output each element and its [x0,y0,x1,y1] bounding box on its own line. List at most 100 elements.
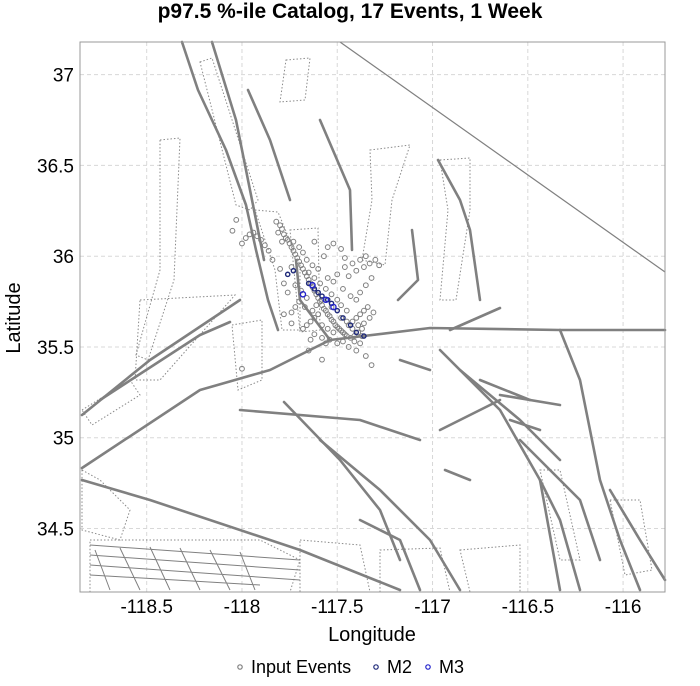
event-marker [300,249,306,256]
event-marker [326,336,333,343]
event-marker [357,311,364,318]
event-marker [311,331,318,338]
fault-trace [318,118,354,252]
event-marker [362,353,369,359]
legend-marker [237,664,243,670]
event-marker [338,315,344,321]
event-marker [330,329,337,336]
fault-map [80,40,667,593]
event-marker [368,362,375,369]
event-marker [322,285,329,292]
event-marker [353,267,360,274]
x-tick-label: -116.5 [502,597,554,618]
fault-trace [458,368,562,462]
fault-zone [539,469,581,561]
event-marker [368,275,375,281]
event-marker [343,318,350,325]
y-axis-ticks: 34.5 35 35.5 36 36.5 37 [37,66,74,541]
event-marker [353,315,360,321]
event-marker [261,242,268,249]
fault-trace [608,488,667,582]
y-tick-label: 36.5 [37,156,74,177]
event-marker [309,262,316,269]
event-marker [307,318,314,325]
fault-zone [81,469,131,541]
event-marker [361,320,367,327]
event-marker [347,293,354,300]
event-marker [355,322,362,329]
event-marker [319,296,325,303]
event-marker [303,295,310,301]
event-marker [265,247,272,254]
event-marker [288,320,295,327]
event-marker [315,265,322,272]
legend-label: Input Events [251,657,351,677]
x-tick-label: -118 [224,597,261,618]
fault-trace [618,538,642,592]
fault-trace [478,378,532,402]
event-marker [347,322,354,328]
event-marker [284,289,291,296]
event-marker [229,227,236,234]
event-marker [296,298,303,305]
event-marker [280,311,287,318]
event-marker [239,365,245,372]
legend: Input Events M2 M3 [237,657,464,677]
event-marker [334,296,341,303]
fault-zone [81,379,141,426]
legend-marker [425,664,431,670]
boundary-line [339,41,666,273]
event-marker [254,233,261,240]
event-marker [353,329,360,336]
event-marker [357,289,364,296]
fault-trace [438,398,502,432]
event-marker [303,256,310,263]
fault-trace [98,320,232,402]
x-tick-label: -117.5 [311,597,363,618]
fault-trace [518,438,602,562]
event-marker [361,307,367,314]
y-tick-label: 34.5 [37,519,74,540]
fault-trace [246,88,292,202]
event-marker [321,253,327,260]
event-marker [328,291,335,298]
fault-trace [498,393,562,407]
event-marker [300,325,306,332]
event-marker [343,307,350,314]
y-tick-label: 35.5 [37,338,74,359]
plot-frame [79,41,666,593]
event-marker [273,218,280,225]
event-marker [370,309,377,316]
event-marker [258,236,264,243]
event-marker [239,240,245,247]
y-tick-label: 37 [53,66,74,87]
fault-trace [318,438,462,592]
event-marker [330,278,337,285]
legend-label: M2 [387,657,412,677]
event-marker [324,244,331,251]
event-marker [334,340,341,347]
event-marker [345,273,352,280]
event-marker [242,235,249,241]
event-marker [353,347,360,354]
event-marker [322,340,329,347]
event-marker [305,269,312,276]
fault-zone [299,539,371,593]
fault-trace [448,306,502,332]
basin-hatching [89,544,301,591]
event-marker [315,311,322,318]
event-marker [361,264,367,270]
event-marker [319,293,325,299]
event-marker [353,296,360,303]
series-1 [284,267,367,339]
grid [80,42,665,592]
x-axis-ticks: -118.5 -118 -117.5 -117 -116.5 -116 [120,597,641,618]
event-marker [319,334,325,341]
y-axis-label: Latitude [3,282,25,353]
fault-trace [180,40,280,332]
legend-marker [373,664,379,670]
event-marker [280,280,287,287]
event-marker [351,338,358,345]
event-marker [279,226,285,232]
event-marker [372,256,379,263]
